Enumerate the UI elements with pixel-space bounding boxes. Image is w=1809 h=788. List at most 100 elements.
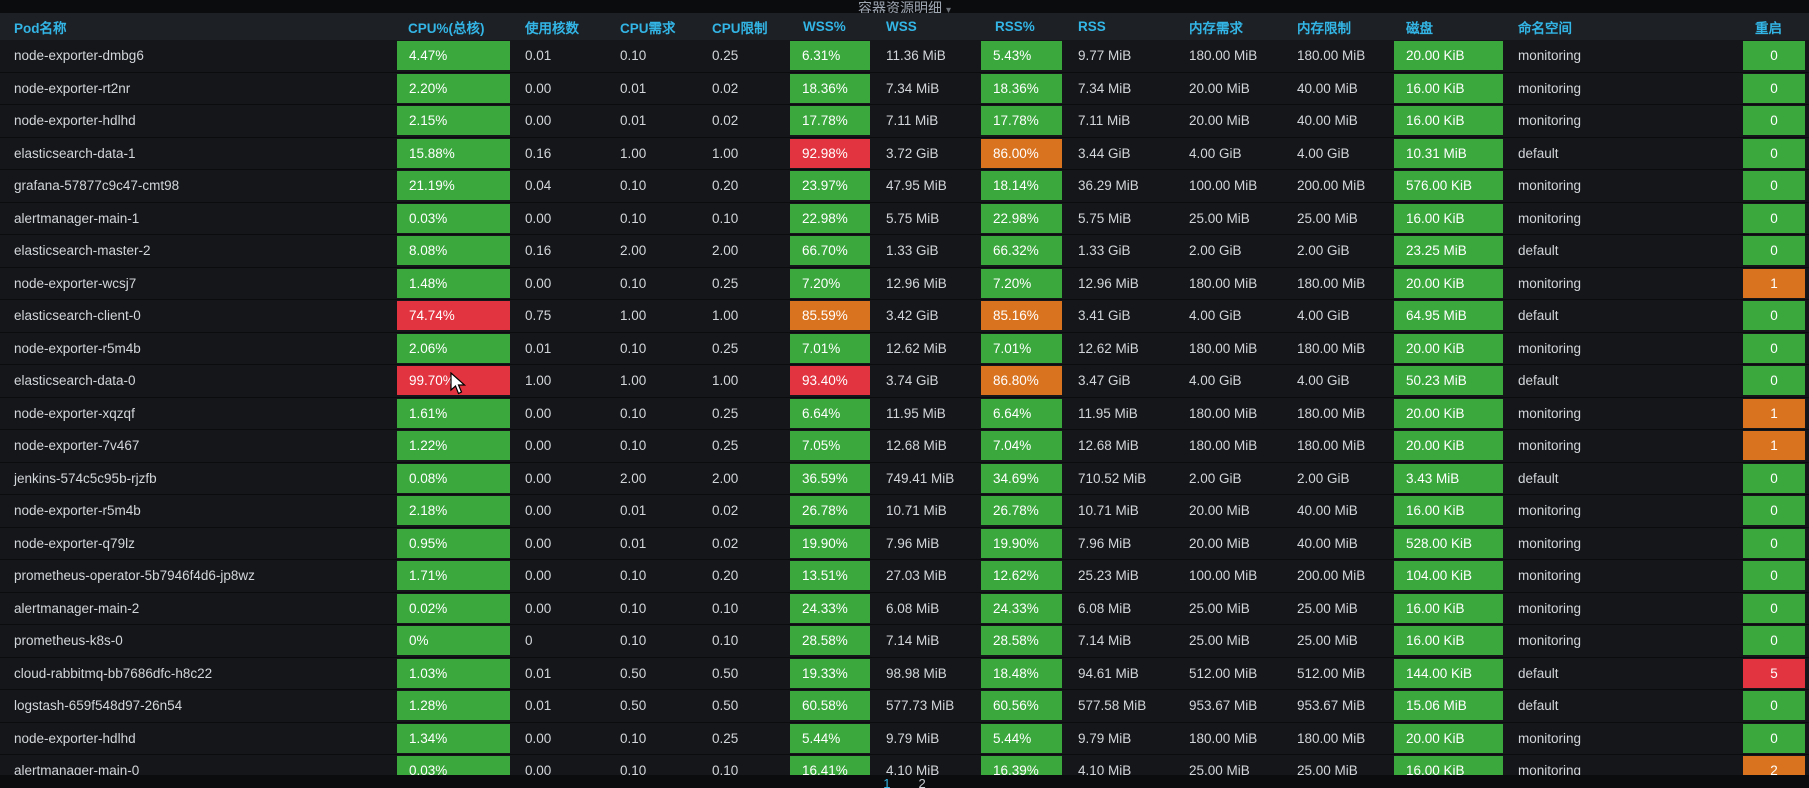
rss-percent-value-cell: 34.69% [981, 463, 1062, 493]
cpu-percent-value-cell: 1.22% [397, 431, 510, 461]
page-link-2[interactable]: 2 [918, 776, 926, 788]
cell-used-cores: 0.75 [525, 308, 552, 324]
disk-value-cell: 64.95 MiB [1394, 301, 1503, 331]
cell-namespace: monitoring [1518, 633, 1582, 649]
cell-memory-request: 2.00 GiB [1189, 243, 1242, 259]
cell-restarts: 0 [1743, 626, 1809, 656]
cell-pod-name: jenkins-574c5c95b-rjzfb [14, 470, 157, 486]
cpu-percent-value-cell: 15.88% [397, 138, 510, 168]
cell-rss: 12.68 MiB [1078, 438, 1139, 454]
cell-cpu-percent: 0.02% [386, 593, 510, 623]
cell-wss-percent: 66.70% [789, 236, 881, 266]
cell-used-cores: 0.00 [525, 113, 552, 129]
cell-rss: 36.29 MiB [1078, 178, 1139, 194]
cell-used-cores: 0.16 [525, 243, 552, 259]
cell-rss-percent: 5.44% [981, 723, 1073, 753]
cell-cpu-limit: 0.25 [712, 730, 739, 746]
cpu-percent-value-cell: 2.20% [397, 73, 510, 103]
cell-wss-percent: 28.58% [789, 626, 881, 656]
cell-wss-percent: 85.59% [789, 301, 881, 331]
cpu-percent-value-cell: 1.34% [397, 723, 510, 753]
wss-percent-value-cell: 19.90% [790, 528, 870, 558]
cell-disk: 16.00 KiB [1394, 496, 1510, 526]
rss-percent-value-cell: 19.90% [981, 528, 1062, 558]
restarts-value-cell: 2 [1743, 756, 1805, 775]
cell-rss: 94.61 MiB [1078, 665, 1139, 681]
cell-rss: 577.58 MiB [1078, 698, 1147, 714]
table-row: node-exporter-hdlhd 2.15% 0.00 0.01 0.02 17.7… [0, 105, 1809, 138]
cell-memory-limit: 2.00 GiB [1297, 470, 1350, 486]
cell-used-cores: 0.00 [525, 470, 552, 486]
disk-value-cell: 16.00 KiB [1394, 756, 1503, 775]
disk-value-cell: 16.00 KiB [1394, 496, 1503, 526]
cell-wss: 11.95 MiB [886, 405, 946, 421]
cell-wss: 7.96 MiB [886, 535, 940, 551]
column-header-cpu-percent[interactable]: CPU%(总核) [408, 20, 485, 36]
page-link-1[interactable]: 1 [883, 776, 891, 788]
cell-cpu-percent: 2.15% [386, 106, 510, 136]
cell-wss: 98.98 MiB [886, 665, 947, 681]
cell-disk: 3.43 MiB [1394, 463, 1510, 493]
cell-cpu-limit: 0.02 [712, 535, 739, 551]
column-header-memory-limit[interactable]: 内存限制 [1297, 20, 1351, 36]
cell-restarts: 0 [1743, 41, 1809, 71]
cell-cpu-percent: 1.71% [386, 561, 510, 591]
cell-cpu-request: 1.00 [620, 373, 647, 389]
panel-title[interactable]: 容器资源明细 ▾ [858, 0, 951, 13]
column-header-wss-percent[interactable]: WSS% [803, 19, 846, 34]
cell-cpu-percent: 0.03% [386, 203, 510, 233]
cell-restarts: 0 [1743, 333, 1809, 363]
column-header-pod-name[interactable]: Pod名称 [14, 20, 67, 36]
cell-restarts: 2 [1743, 756, 1809, 775]
cell-rss: 3.41 GiB [1078, 308, 1131, 324]
restarts-value-cell: 0 [1743, 203, 1805, 233]
restarts-value-cell: 0 [1743, 496, 1805, 526]
cell-wss: 577.73 MiB [886, 698, 955, 714]
cell-memory-limit: 512.00 MiB [1297, 665, 1366, 681]
column-header-cpu-request[interactable]: CPU需求 [620, 20, 676, 36]
restarts-value-cell: 0 [1743, 691, 1805, 721]
cell-memory-limit: 180.00 MiB [1297, 405, 1366, 421]
cell-pod-name: alertmanager-main-0 [14, 763, 140, 775]
cell-pod-name: node-exporter-rt2nr [14, 80, 131, 96]
cell-used-cores: 0.00 [525, 568, 552, 584]
column-header-wss[interactable]: WSS [886, 19, 917, 34]
cell-rss: 7.34 MiB [1078, 80, 1132, 96]
cell-rss: 3.47 GiB [1078, 373, 1131, 389]
chevron-down-icon: ▾ [945, 5, 952, 13]
cell-rss-percent: 6.64% [981, 398, 1073, 428]
column-header-rss[interactable]: RSS [1078, 19, 1106, 34]
cell-memory-limit: 180.00 MiB [1297, 438, 1366, 454]
column-header-used-cores[interactable]: 使用核数 [525, 20, 579, 36]
cell-cpu-request: 2.00 [620, 470, 647, 486]
cell-cpu-limit: 0.50 [712, 665, 739, 681]
disk-value-cell: 104.00 KiB [1394, 561, 1503, 591]
rss-percent-value-cell: 24.33% [981, 593, 1062, 623]
rss-percent-value-cell: 17.78% [981, 106, 1062, 136]
cpu-percent-value-cell: 21.19% [397, 171, 510, 201]
cell-cpu-percent: 0.95% [386, 528, 510, 558]
column-header-restarts[interactable]: 重启 [1755, 20, 1782, 36]
cell-used-cores: 0.00 [525, 210, 552, 226]
table-row: node-exporter-rt2nr 2.20% 0.00 0.01 0.02 18.3… [0, 72, 1809, 105]
cell-used-cores: 0.01 [525, 665, 552, 681]
column-header-namespace[interactable]: 命名空间 [1518, 20, 1572, 36]
cell-memory-request: 2.00 GiB [1189, 470, 1242, 486]
column-header-cpu-limit[interactable]: CPU限制 [712, 20, 768, 36]
cell-namespace: monitoring [1518, 80, 1582, 96]
cell-disk: 16.00 KiB [1394, 756, 1510, 775]
rss-percent-value-cell: 6.64% [981, 398, 1062, 428]
cell-pod-name: prometheus-operator-5b7946f4d6-jp8wz [14, 568, 255, 584]
column-header-disk[interactable]: 磁盘 [1406, 20, 1433, 36]
cell-restarts: 0 [1743, 73, 1809, 103]
column-header-memory-request[interactable]: 内存需求 [1189, 20, 1243, 36]
column-header-rss-percent[interactable]: RSS% [995, 19, 1035, 34]
cell-restarts: 1 [1743, 431, 1809, 461]
cell-restarts: 0 [1743, 723, 1809, 753]
wss-percent-value-cell: 5.44% [790, 723, 870, 753]
restarts-value-cell: 0 [1743, 626, 1805, 656]
cell-memory-request: 25.00 MiB [1189, 633, 1250, 649]
cell-used-cores: 0 [525, 633, 533, 649]
cell-namespace: monitoring [1518, 275, 1582, 291]
wss-percent-value-cell: 17.78% [790, 106, 870, 136]
